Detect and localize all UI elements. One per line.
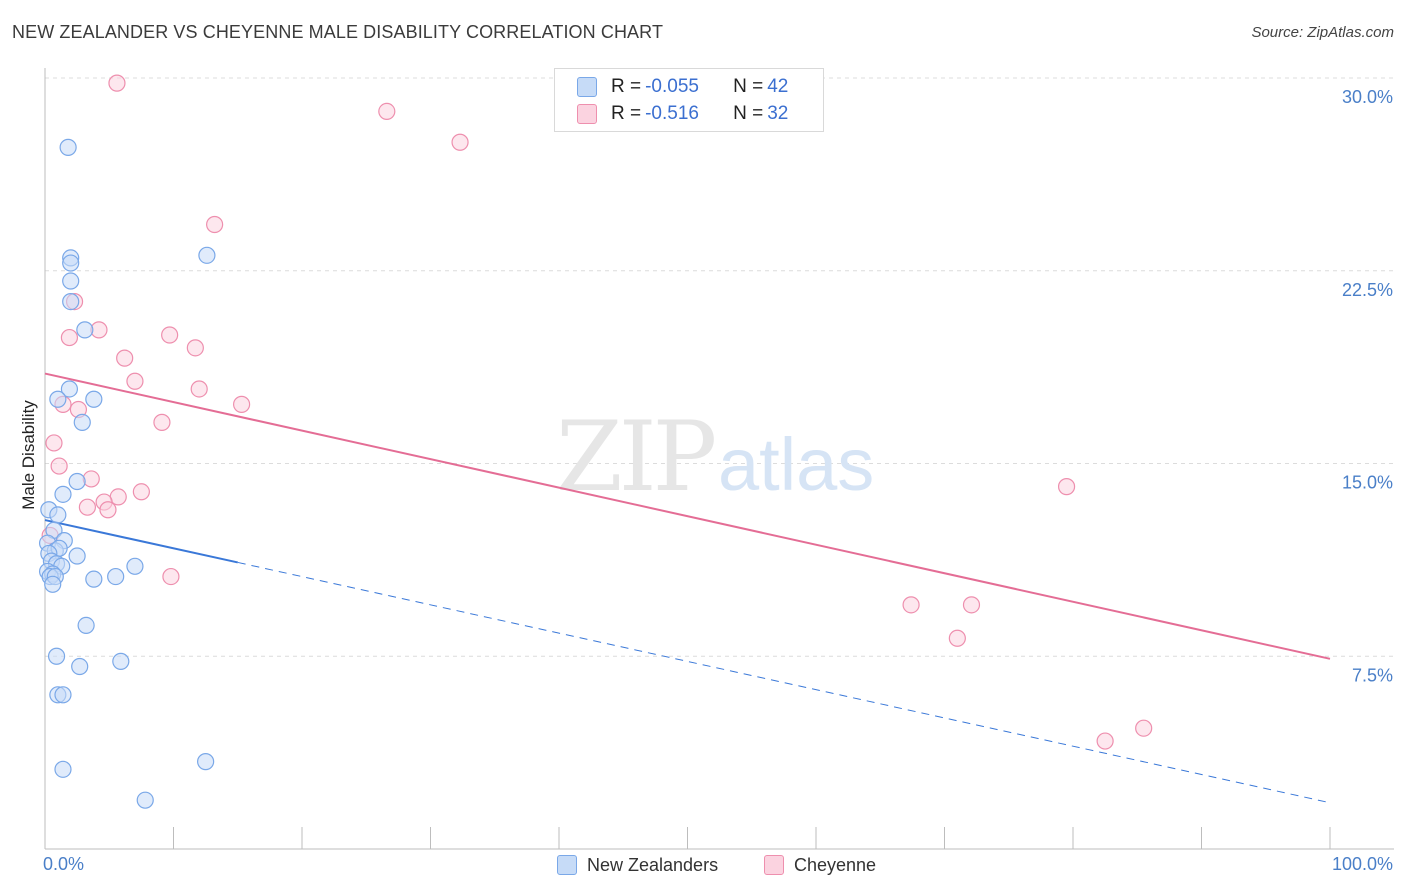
cheyenne-point xyxy=(50,457,68,475)
cheyenne-point xyxy=(378,102,396,121)
n-label: N = xyxy=(733,76,764,97)
cheyenne-point xyxy=(126,372,144,390)
legend-row-cheyenne: R = -0.516 N = 32 xyxy=(577,101,788,127)
cheyenne-point xyxy=(1135,719,1153,737)
cheyenne-point xyxy=(948,629,966,647)
new-zealander-point xyxy=(54,485,72,503)
n-value: 42 xyxy=(767,76,789,97)
y-axis-label: Male Disability xyxy=(19,400,38,510)
legend-row-new-zealanders: R = -0.055 N = 42 xyxy=(577,74,788,100)
new-zealander-point xyxy=(60,380,79,398)
new-zealander-point xyxy=(77,616,95,635)
trend-lines xyxy=(44,372,1331,804)
cheyenne-point xyxy=(116,349,134,367)
cheyenne-point xyxy=(190,380,208,398)
y-tick-label: 22.5% xyxy=(1342,280,1393,300)
new-zealander-point xyxy=(68,547,86,565)
y-tick-label: 30.0% xyxy=(1342,87,1393,107)
new-zealander-point xyxy=(107,567,125,586)
x-tick-label: 100.0% xyxy=(1332,854,1393,874)
watermark-atlas: atlas xyxy=(718,423,874,506)
watermark: ZIP atlas xyxy=(556,401,874,513)
new-zealander-point xyxy=(68,472,86,491)
new-zealander-point xyxy=(62,272,80,290)
grid-lines xyxy=(45,77,1394,657)
n-label: N = xyxy=(733,103,764,124)
new-zealander-point xyxy=(59,138,77,156)
new-zealander-point xyxy=(54,760,72,778)
x-tick-label: 0.0% xyxy=(43,854,84,874)
chart-title: NEW ZEALANDER VS CHEYENNE MALE DISABILIT… xyxy=(12,22,664,42)
new-zealander-point xyxy=(62,292,80,311)
source-credit: Source: ZipAtlas.com xyxy=(1251,24,1394,41)
new-zealander-point xyxy=(49,390,67,408)
cheyenne-point xyxy=(45,434,63,452)
cheyenne-point xyxy=(186,339,204,357)
pink-swatch xyxy=(577,104,597,124)
series-name: Cheyenne xyxy=(794,854,877,875)
trend-line-cheyenne xyxy=(44,372,1331,660)
blue-swatch xyxy=(577,77,597,97)
cheyenne-point xyxy=(153,413,171,431)
cheyenne-point xyxy=(99,501,117,519)
y-tick-label: 15.0% xyxy=(1342,473,1393,493)
series-legend-new-zealanders: New Zealanders xyxy=(557,852,718,878)
new-zealander-point xyxy=(85,570,103,588)
new-zealander-point xyxy=(198,246,216,264)
r-value: -0.055 xyxy=(645,76,699,97)
cheyenne-point xyxy=(206,215,224,234)
data-points xyxy=(38,74,1153,809)
new-zealander-point xyxy=(71,657,89,676)
new-zealander-point xyxy=(73,413,91,431)
new-zealander-point xyxy=(62,254,80,272)
cheyenne-point xyxy=(161,326,179,344)
cheyenne-point xyxy=(132,483,150,501)
cheyenne-point xyxy=(1096,732,1114,750)
series-legend-cheyenne: Cheyenne xyxy=(764,852,876,878)
cheyenne-point xyxy=(82,470,100,488)
watermark-zip: ZIP xyxy=(556,401,715,513)
cheyenne-point xyxy=(162,567,180,586)
r-label: R = xyxy=(611,103,642,124)
new-zealander-point xyxy=(47,647,66,665)
blue-swatch xyxy=(557,855,577,875)
trend-line-new-zealanders-extension xyxy=(237,561,1331,804)
new-zealander-point xyxy=(49,506,67,524)
new-zealander-point xyxy=(44,575,62,593)
cheyenne-point xyxy=(962,596,981,614)
series-name: New Zealanders xyxy=(587,854,719,875)
pink-swatch xyxy=(764,855,784,875)
new-zealander-point xyxy=(126,557,144,575)
new-zealander-point xyxy=(197,753,215,771)
cheyenne-point xyxy=(902,596,920,614)
cheyenne-point xyxy=(108,74,126,92)
cheyenne-point xyxy=(233,395,251,413)
new-zealander-point xyxy=(112,652,130,670)
cheyenne-point xyxy=(451,133,469,151)
new-zealander-point xyxy=(136,791,154,809)
r-label: R = xyxy=(611,76,642,97)
new-zealander-point xyxy=(54,686,72,704)
n-value: 32 xyxy=(767,103,789,124)
y-tick-label: 7.5% xyxy=(1352,665,1393,685)
cheyenne-point xyxy=(60,328,79,347)
stats-legend: R = -0.055 N = 42 R = -0.516 N = 32 xyxy=(554,68,824,132)
r-value: -0.516 xyxy=(645,103,699,124)
trend-line-new-zealanders xyxy=(44,519,238,564)
new-zealander-point xyxy=(85,390,103,408)
axes xyxy=(44,68,1394,850)
cheyenne-point xyxy=(1057,478,1076,496)
tick-labels: 7.5% 15.0% 22.5% 30.0% 0.0% 100.0% xyxy=(43,87,1393,874)
new-zealander-point xyxy=(76,321,94,339)
cheyenne-point xyxy=(78,498,97,516)
